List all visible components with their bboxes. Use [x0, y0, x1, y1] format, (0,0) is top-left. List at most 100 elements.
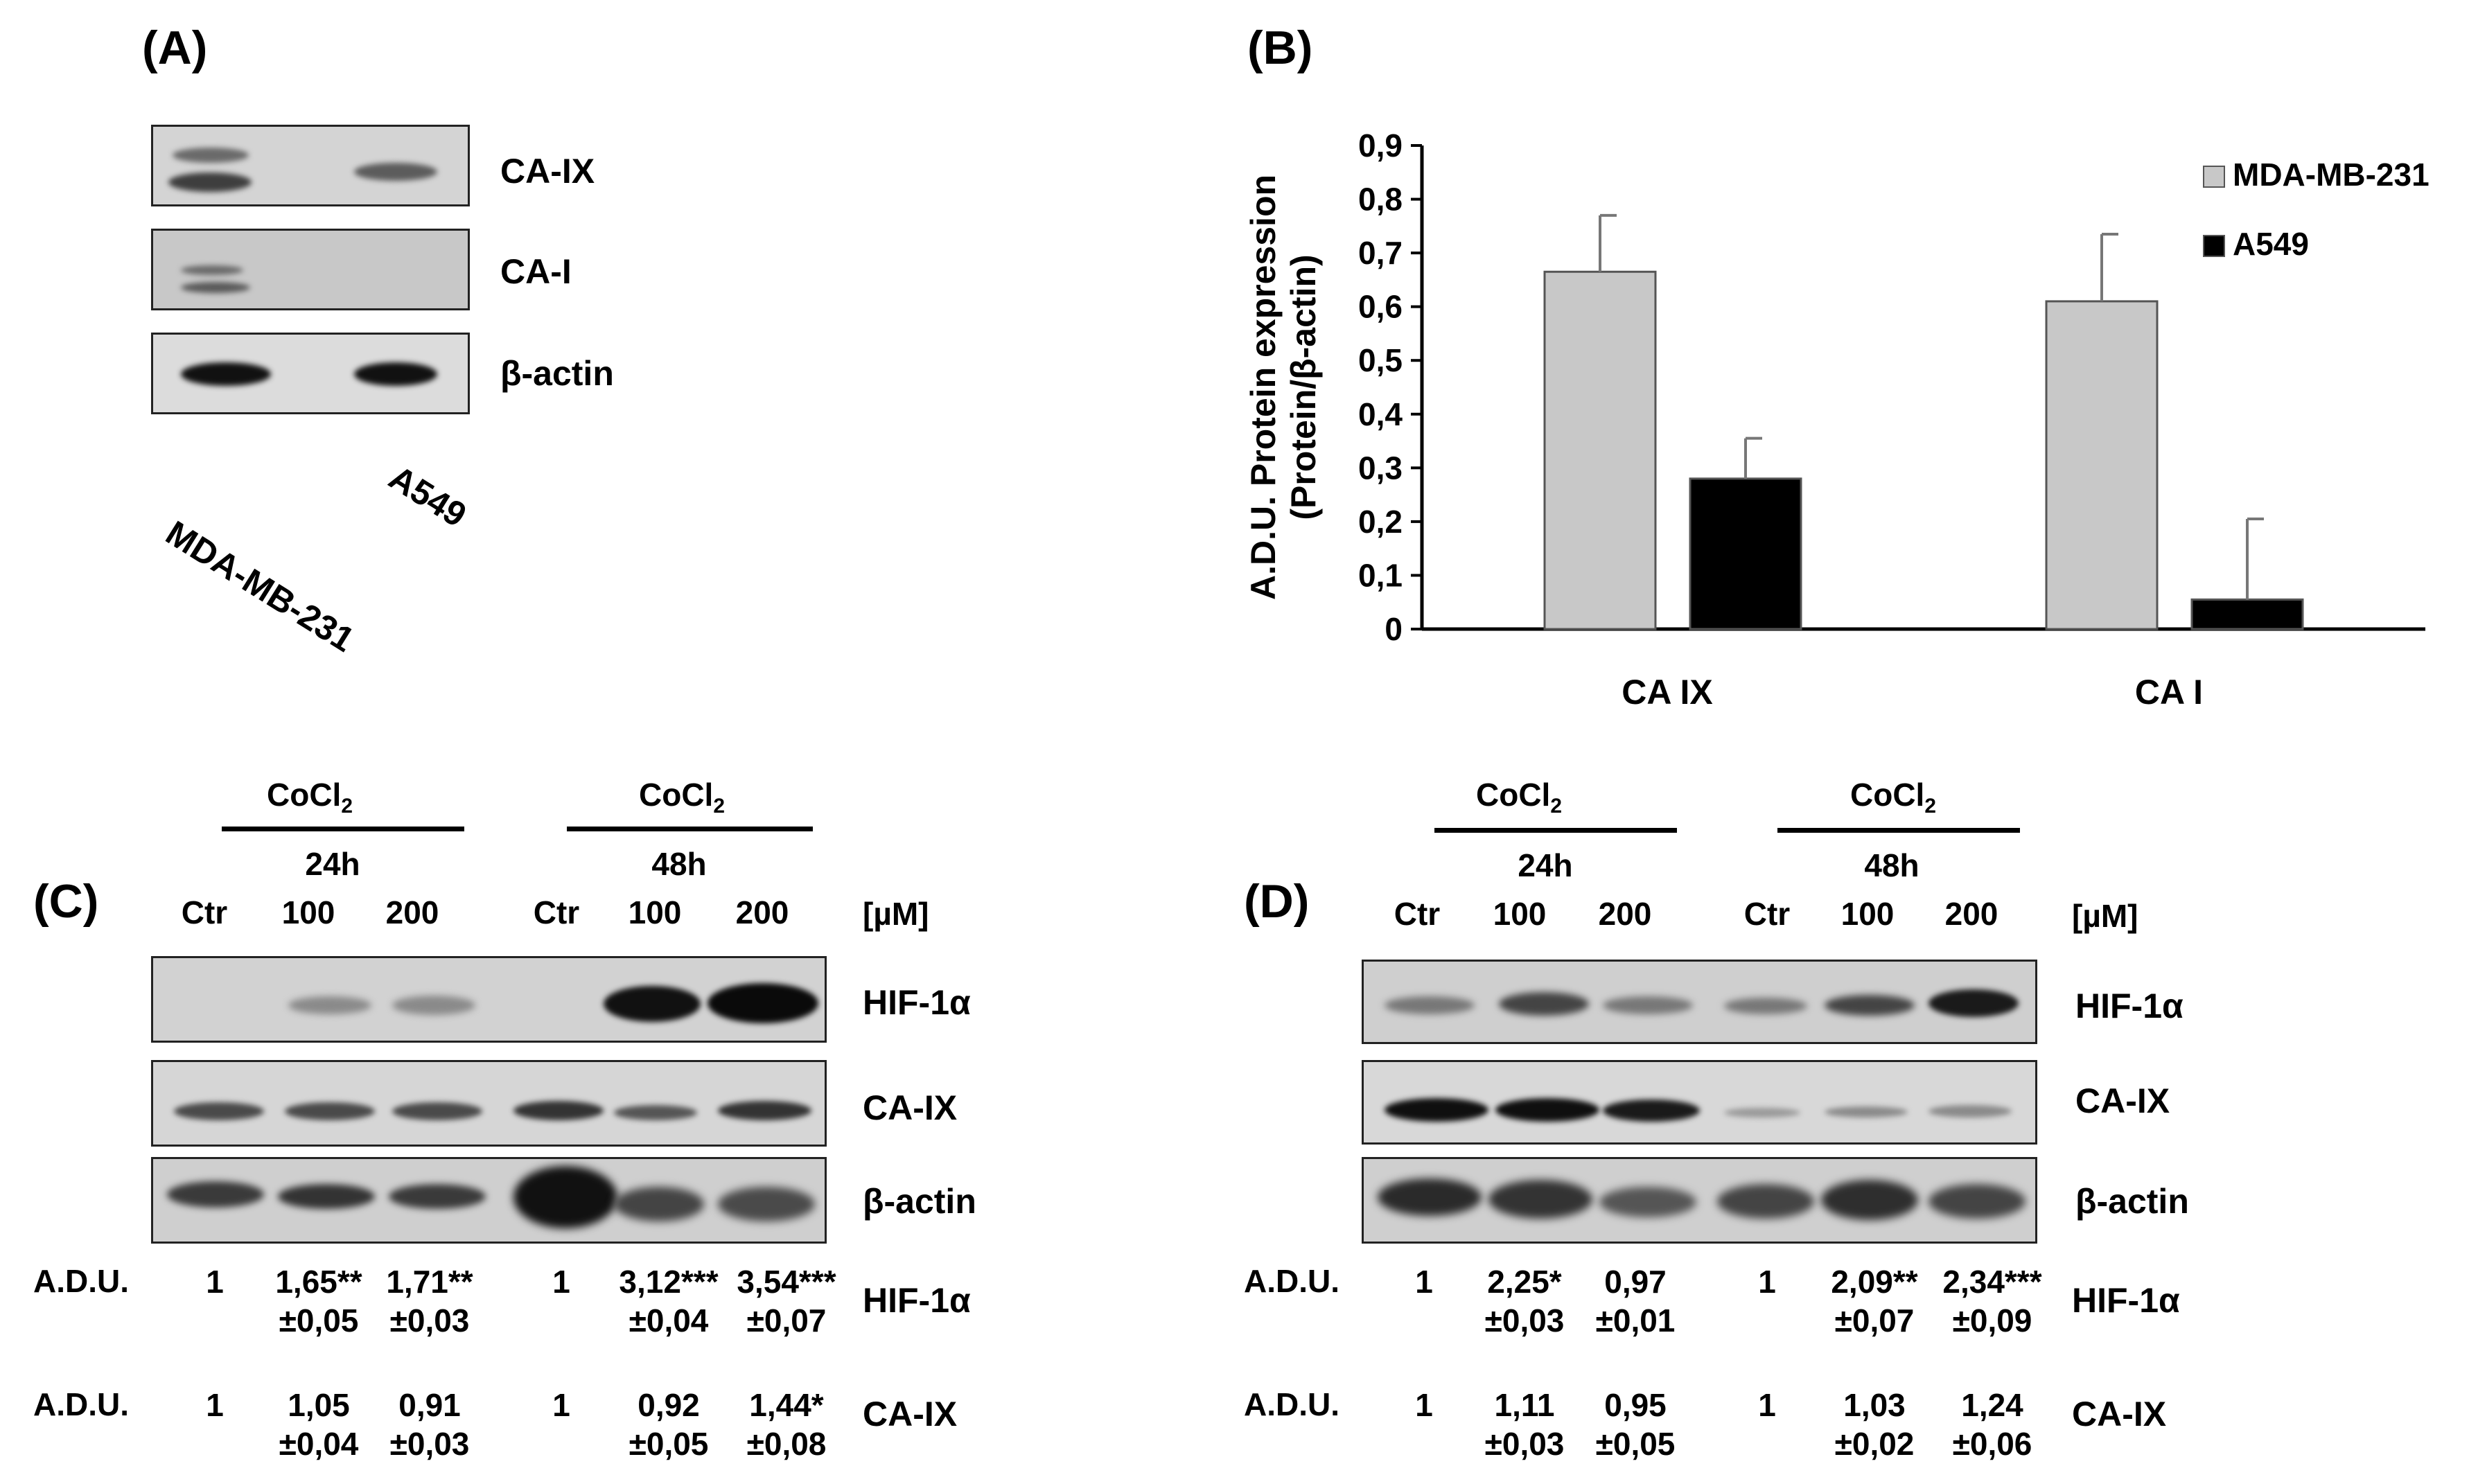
- blot-a-label-ca-i: CA-I: [500, 252, 572, 291]
- y-tick-label: 0,4: [1358, 396, 1403, 432]
- y-tick-label: 0,9: [1358, 127, 1403, 164]
- y-tick-label: 0,3: [1358, 450, 1403, 486]
- time-d-24-label: 24h: [1518, 847, 1573, 883]
- adu-c-row2-cell6: 1,44* ±0,08: [746, 1387, 827, 1462]
- bar-a549-ca-ix: [1689, 477, 1802, 630]
- x-tick-label: CA IX: [1622, 673, 1713, 712]
- legend-swatch-mda-mb-231: [2203, 166, 2225, 188]
- adu-c-row2-cell4: 1: [552, 1387, 570, 1423]
- bar-mda-mb-231-ca-i: [2045, 300, 2159, 630]
- adu-d-row1-cell2: 2,25* ±0,03: [1484, 1264, 1565, 1339]
- legend-label-mda-mb-231: MDA-MB-231: [2233, 157, 2430, 193]
- lane-c-6: 200: [735, 894, 789, 930]
- x-tick-label: CA I: [2135, 673, 2203, 712]
- bar-a549-ca-i: [2190, 598, 2304, 630]
- y-tick-label: 0,6: [1358, 289, 1403, 325]
- time-d-48-label: 48h: [1864, 847, 1919, 883]
- bracket-c-24: [222, 827, 464, 831]
- blot-a-ca-ix: [151, 125, 470, 206]
- adu-c-row1-cell1: 1: [206, 1264, 224, 1300]
- blot-d-ca-ix: [1362, 1060, 2037, 1145]
- blot-d-label-ca-ix: CA-IX: [2075, 1081, 2170, 1120]
- adu-c-row2-cell5: 0,92 ±0,05: [629, 1387, 709, 1462]
- y-tick-label: 0,1: [1358, 557, 1403, 593]
- adu-c-row2-label: A.D.U.: [33, 1386, 129, 1422]
- adu-d-row1-label: A.D.U.: [1244, 1263, 1339, 1299]
- blot-a-label-beta-actin: β-actin: [500, 354, 614, 393]
- blot-d-label-beta-actin: β-actin: [2075, 1182, 2189, 1221]
- panel-d-label: (D): [1244, 875, 1310, 928]
- panel-b-label: (B): [1247, 21, 1313, 74]
- lane-c-2: 100: [281, 894, 335, 930]
- adu-d-row1-name: HIF-1α: [2072, 1281, 2180, 1320]
- treatment-c-48-label: CoCl2: [639, 777, 725, 818]
- y-axis-title-line1: A.D.U. Protein expression: [1244, 175, 1283, 600]
- lane-label-mda-mb-231: MDA-MB-231: [159, 513, 361, 660]
- blot-d-hif-1a: [1362, 960, 2037, 1044]
- treatment-c-24-label: CoCl2: [267, 777, 353, 818]
- y-tick-label: 0,8: [1358, 182, 1403, 218]
- adu-c-row2-name: CA-IX: [863, 1395, 958, 1433]
- adu-d-row1-cell5: 2,09** ±0,07: [1831, 1264, 1918, 1339]
- blot-c-beta-actin: [151, 1157, 827, 1244]
- adu-d-row1-cell1: 1: [1415, 1264, 1433, 1300]
- adu-d-row2-name: CA-IX: [2072, 1395, 2167, 1433]
- adu-d-row2-label: A.D.U.: [1244, 1386, 1339, 1422]
- blot-d-label-hif-1a: HIF-1α: [2075, 987, 2184, 1025]
- lane-label-a549: A549: [382, 457, 473, 535]
- adu-c-row2-cell1: 1: [206, 1387, 224, 1423]
- blot-a-beta-actin: [151, 333, 470, 414]
- y-axis-title-line2: (Protein/β-actin): [1284, 254, 1323, 520]
- blot-c-label-ca-ix: CA-IX: [863, 1088, 958, 1127]
- blot-c-label-hif-1a: HIF-1α: [863, 983, 971, 1022]
- lane-c-3: 200: [385, 894, 439, 930]
- adu-d-row1-cell4: 1: [1758, 1264, 1776, 1300]
- adu-c-row2-cell2: 1,05 ±0,04: [279, 1387, 359, 1462]
- adu-c-row1-cell6: 3,54*** ±0,07: [737, 1264, 836, 1339]
- blot-a-label-ca-ix: CA-IX: [500, 152, 595, 191]
- adu-d-row1-cell6: 2,34*** ±0,09: [1942, 1264, 2042, 1339]
- lane-c-5: 100: [628, 894, 682, 930]
- time-c-48-label: 48h: [651, 846, 707, 882]
- blot-d-beta-actin: [1362, 1157, 2037, 1244]
- blot-a-ca-i: [151, 229, 470, 310]
- legend-label-a549: A549: [2233, 226, 2309, 262]
- adu-d-row1-cell3: 0,97 ±0,01: [1595, 1264, 1676, 1339]
- adu-c-row1-cell3: 1,71** ±0,03: [386, 1264, 473, 1339]
- time-c-24-label: 24h: [305, 846, 360, 882]
- adu-d-row2-cell6: 1,24 ±0,06: [1952, 1387, 2032, 1462]
- adu-c-row2-cell3: 0,91 ±0,03: [389, 1387, 470, 1462]
- treatment-d-48-label: CoCl2: [1850, 777, 1936, 818]
- panel-c-label: (C): [33, 875, 99, 928]
- lane-d-3: 200: [1598, 896, 1652, 932]
- chart-b: 0 0,1 0,2 0,3 0,4 0,5 0,6 0,7 0,8 0,9 CA IX CA I A.D…: [1244, 127, 2430, 712]
- y-tick-label: 0,2: [1358, 504, 1403, 540]
- adu-d-row2-cell2: 1,11 ±0,03: [1484, 1387, 1565, 1462]
- lane-c-4: Ctr: [533, 894, 580, 930]
- adu-c-row1-name: HIF-1α: [863, 1281, 971, 1320]
- unit-d-label: [µM]: [2072, 898, 2138, 934]
- y-tick-label: 0: [1385, 611, 1403, 647]
- unit-c-label: [µM]: [863, 896, 929, 932]
- blot-c-ca-ix: [151, 1060, 827, 1147]
- blot-c-label-beta-actin: β-actin: [863, 1182, 976, 1221]
- y-tick-label: 0,7: [1358, 235, 1403, 271]
- lane-d-5: 100: [1840, 896, 1895, 932]
- lane-d-6: 200: [1944, 896, 1998, 932]
- bracket-d-24: [1434, 828, 1677, 833]
- lane-c-1: Ctr: [181, 894, 228, 930]
- adu-d-row2-cell1: 1: [1415, 1387, 1433, 1423]
- bracket-d-48: [1777, 828, 2020, 833]
- legend-swatch-a549: [2203, 235, 2225, 257]
- adu-d-row2-cell3: 0,95 ±0,05: [1595, 1387, 1676, 1462]
- lane-d-4: Ctr: [1743, 896, 1791, 932]
- adu-d-row2-cell5: 1,03 ±0,02: [1834, 1387, 1915, 1462]
- lane-d-2: 100: [1493, 896, 1547, 932]
- lane-d-1: Ctr: [1394, 896, 1441, 932]
- y-tick-label: 0,5: [1358, 342, 1403, 378]
- bar-mda-mb-231-ca-ix: [1543, 270, 1657, 630]
- panel-a-label: (A): [142, 21, 208, 74]
- blot-c-hif-1a: [151, 956, 827, 1043]
- bracket-c-48: [567, 827, 813, 831]
- adu-c-row1-label: A.D.U.: [33, 1263, 129, 1299]
